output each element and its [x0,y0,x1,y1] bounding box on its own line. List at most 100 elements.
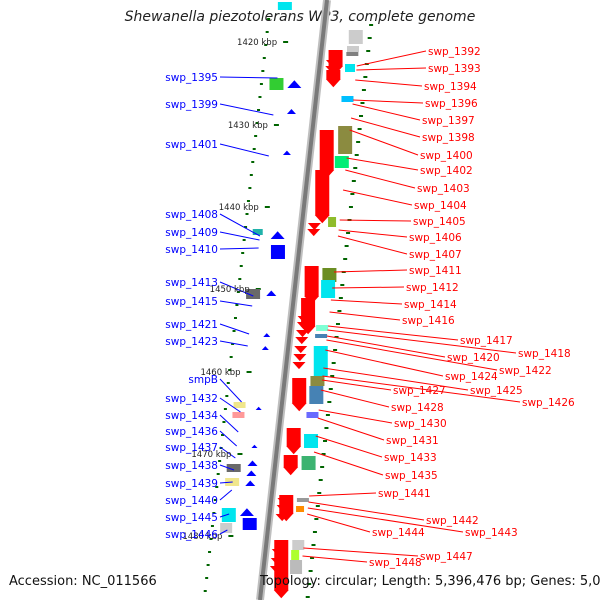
gene-domain-block[interactable] [232,412,245,418]
gene-label-swp_1400[interactable]: swp_1400 [420,150,473,162]
gene-label-swp_1437[interactable]: swp_1437 [165,442,218,454]
gene-arrow-reverse[interactable] [261,346,269,350]
gene-arrow-forward[interactable] [296,322,310,330]
gene-domain-block[interactable] [309,386,324,404]
gene-label-swp_1393[interactable]: swp_1393 [428,63,481,75]
gene-label-swp_1392[interactable]: swp_1392 [428,46,481,58]
gene-label-swp_1420[interactable]: swp_1420 [447,352,500,364]
gene-reverse[interactable] [242,518,257,530]
gene-arrow-reverse[interactable] [282,150,291,155]
gene-label-swp_1405[interactable]: swp_1405 [413,216,466,228]
gene-domain-block[interactable] [322,268,337,282]
gene-domain-block[interactable] [277,2,292,10]
gene-arrow-forward[interactable] [286,446,302,455]
gene-label-smpB[interactable]: smpB [188,374,218,386]
gene-label-swp_1421[interactable]: swp_1421 [165,319,218,331]
gene-label-swp_1447[interactable]: swp_1447 [420,551,473,563]
gene-reverse[interactable] [270,245,285,259]
gene-label-swp_1448[interactable]: swp_1448 [369,557,422,569]
gene-label-swp_1443[interactable]: swp_1443 [465,527,518,539]
gene-arrow-forward[interactable] [314,215,330,224]
gene-arrow-reverse[interactable] [287,80,302,88]
gene-domain-block[interactable] [347,46,360,52]
gene-label-swp_1435[interactable]: swp_1435 [385,470,438,482]
gene-label-swp_1395[interactable]: swp_1395 [165,72,218,84]
gene-label-swp_1418[interactable]: swp_1418 [518,348,571,360]
gene-label-swp_1428[interactable]: swp_1428 [391,402,444,414]
gene-domain-block[interactable] [291,550,300,560]
gene-label-swp_1427[interactable]: swp_1427 [393,385,446,397]
gene-forward[interactable] [283,455,298,467]
gene-arrow-forward[interactable] [270,558,284,566]
gene-arrow-forward[interactable] [325,60,339,68]
gene-domain-block[interactable] [290,560,303,574]
gene-domain-block[interactable] [233,402,246,408]
gene-forward[interactable] [315,170,330,215]
gene-domain-block[interactable] [348,30,363,44]
gene-label-swp_1442[interactable]: swp_1442 [426,515,479,527]
gene-domain-block[interactable] [328,217,337,227]
gene-label-swp_1416[interactable]: swp_1416 [402,315,455,327]
gene-domain-block[interactable] [341,96,354,102]
gene-label-swp_1417[interactable]: swp_1417 [460,335,513,347]
gene-domain-block[interactable] [220,523,233,533]
gene-domain-block[interactable] [296,498,309,502]
gene-label-swp_1413[interactable]: swp_1413 [165,277,218,289]
gene-arrow-forward[interactable] [276,505,290,513]
gene-label-swp_1433[interactable]: swp_1433 [384,452,437,464]
gene-label-swp_1415[interactable]: swp_1415 [165,296,218,308]
gene-arrow-forward[interactable] [273,590,289,599]
gene-arrow-forward[interactable] [283,467,299,476]
gene-arrow-reverse[interactable] [245,480,256,487]
gene-label-swp_1445[interactable]: swp_1445 [165,512,218,524]
gene-label-swp_1409[interactable]: swp_1409 [165,227,218,239]
gene-label-swp_1410[interactable]: swp_1410 [165,244,218,256]
gene-arrow-reverse[interactable] [263,333,271,337]
gene-arrow-forward[interactable] [307,223,321,231]
gene-label-swp_1401[interactable]: swp_1401 [165,139,218,151]
gene-forward[interactable] [286,428,301,446]
gene-label-swp_1402[interactable]: swp_1402 [420,165,473,177]
gene-arrow-forward[interactable] [292,362,306,370]
gene-arrow-reverse[interactable] [286,109,296,114]
gene-domain-block[interactable] [269,78,284,90]
gene-label-swp_1424[interactable]: swp_1424 [445,371,498,383]
gene-forward[interactable] [292,378,307,403]
gene-label-swp_1394[interactable]: swp_1394 [424,81,477,93]
gene-arrow-forward[interactable] [325,79,341,88]
gene-arrow-forward[interactable] [269,566,283,574]
gene-arrow-reverse[interactable] [251,444,258,448]
gene-arrow-forward[interactable] [294,346,308,354]
gene-label-swp_1412[interactable]: swp_1412 [406,282,459,294]
gene-label-swp_1434[interactable]: swp_1434 [165,410,218,422]
gene-forward[interactable] [304,266,319,296]
gene-forward[interactable] [319,130,334,170]
gene-label-swp_1396[interactable]: swp_1396 [425,98,478,110]
gene-forward[interactable] [279,495,294,513]
gene-domain-block[interactable] [246,289,261,299]
gene-label-swp_1397[interactable]: swp_1397 [422,115,475,127]
gene-domain-block[interactable] [306,412,319,418]
gene-label-swp_1398[interactable]: swp_1398 [422,132,475,144]
gene-arrow-forward[interactable] [295,337,309,345]
gene-label-swp_1436[interactable]: swp_1436 [165,426,218,438]
gene-domain-block[interactable] [321,280,336,298]
gene-arrow-reverse[interactable] [246,470,257,477]
gene-arrow-reverse[interactable] [255,406,262,410]
gene-domain-block[interactable] [252,229,263,235]
gene-arrow-forward[interactable] [297,316,311,324]
gene-domain-block[interactable] [334,156,349,168]
gene-forward[interactable] [326,70,341,79]
gene-label-swp_1411[interactable]: swp_1411 [409,265,462,277]
gene-label-swp_1439[interactable]: swp_1439 [165,478,218,490]
gene-label-swp_1403[interactable]: swp_1403 [417,183,470,195]
gene-arrow-forward[interactable] [307,229,321,237]
gene-arrow-reverse[interactable] [266,290,277,297]
gene-arrow-forward[interactable] [293,354,307,362]
gene-arrow-forward[interactable] [275,514,289,522]
gene-arrow-forward[interactable] [325,66,339,74]
gene-domain-block[interactable] [226,464,241,472]
gene-arrow-forward[interactable] [277,498,291,506]
gene-label-swp_1425[interactable]: swp_1425 [470,385,523,397]
gene-label-swp_1399[interactable]: swp_1399 [165,99,218,111]
